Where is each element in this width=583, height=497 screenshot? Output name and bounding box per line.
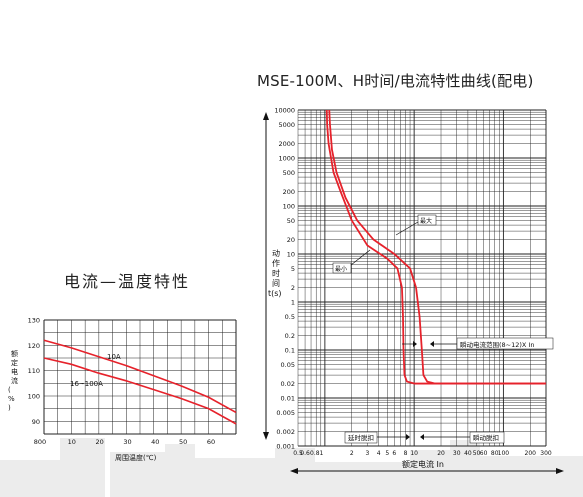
arrow-up	[263, 112, 269, 120]
annotation-instant-trip: 瞬动脱扣	[420, 431, 505, 444]
temperature-x-axis-label: 周围温度(℃)	[115, 453, 157, 462]
x-tick-label: 5	[385, 450, 389, 457]
annotation-instant-range-label: 瞬动电流范围(8~12)X In	[460, 340, 534, 349]
backdrop-block	[60, 438, 105, 497]
y-tick-label: 0.002	[276, 428, 295, 436]
x-tick-label: 200	[525, 450, 537, 457]
x-tick-label: 10	[410, 450, 418, 457]
arrow-left	[290, 468, 298, 474]
y-tick-label: 110	[28, 367, 40, 375]
y-tick-label: 0.05	[281, 361, 295, 369]
annotation-min-label: 最小	[335, 265, 347, 273]
x-tick-label: 50	[179, 438, 187, 446]
y-tick-label: 0.005	[276, 409, 295, 417]
x-tick-label: 60	[207, 438, 215, 446]
annotation-delay-trip: 延时脱扣	[344, 431, 410, 444]
annotation-max: 最大	[395, 214, 437, 236]
x-tick-label: 80	[491, 450, 499, 457]
y-tick-label: 500	[283, 169, 295, 177]
y-tick-label: 0.02	[281, 380, 295, 388]
arrow-right	[556, 468, 564, 474]
x-tick-label: 0.6	[300, 450, 310, 457]
arrow-down	[263, 432, 269, 440]
backdrop-block	[300, 462, 410, 497]
y-tick-label: 5000	[278, 121, 295, 129]
x-tick-label: 40	[151, 438, 159, 446]
y-tick-label: 5	[291, 265, 295, 273]
x-tick-label: 0.5	[293, 450, 303, 457]
x-tick-label: 10	[68, 438, 76, 446]
y-tick-label: 1000	[278, 155, 295, 163]
x-tick-label: 20	[96, 438, 104, 446]
backdrop-block	[190, 458, 280, 497]
trip-curve-series	[325, 109, 546, 385]
backdrop-block	[478, 456, 583, 497]
x-tick-label: 3	[366, 450, 370, 457]
trip-y-axis-label: 动作时间 t(s)	[268, 248, 282, 298]
temperature-tick-labels: 130 120 110 100 90 800 10 20 30 40 50 60	[28, 317, 216, 447]
backdrop-block	[410, 450, 455, 497]
x-tick-label: 8	[404, 450, 408, 457]
x-tick-label: 60	[480, 450, 488, 457]
temperature-chart-title: 电流—温度特性	[64, 272, 191, 291]
trip-series-line	[328, 109, 546, 385]
x-tick-label: 0.81	[310, 450, 324, 457]
annotation-instant-trip-label: 瞬动脱扣	[473, 433, 499, 442]
x-tick-label: 2	[350, 450, 354, 457]
x-tick-label: 30	[453, 450, 461, 457]
svg-text:额定电流(%): 额定电流(%)	[8, 349, 18, 412]
trip-curve-grid	[297, 109, 547, 447]
x-tick-label: 800	[34, 438, 46, 446]
y-tick-label: 50	[287, 217, 295, 225]
backdrop-block	[450, 440, 480, 497]
trip-x-axis-label: 额定电流 In	[402, 459, 444, 469]
x-tick-label: 100	[498, 450, 510, 457]
y-tick-label: 100	[283, 203, 295, 211]
y-tick-label: 10000	[274, 107, 295, 115]
y-tick-label: 0.1	[285, 347, 295, 355]
backdrop-block	[110, 452, 170, 497]
trip-curve-title: MSE-100M、H时间/电流特性曲线(配电)	[257, 72, 534, 90]
series-label-16-100A: 16~100A	[70, 380, 103, 388]
annotation-max-label: 最大	[420, 217, 432, 225]
temperature-y-axis-label: 额定电流(%)	[8, 349, 18, 412]
temperature-series-line	[43, 357, 237, 425]
temperature-series-line	[43, 339, 237, 414]
y-tick-label: 90	[32, 418, 40, 426]
y-tick-label: 0.01	[281, 395, 295, 403]
y-tick-label: 1	[291, 299, 295, 307]
x-tick-label: 300	[540, 450, 552, 457]
y-tick-label: 120	[28, 342, 40, 350]
x-tick-label: 20	[437, 450, 445, 457]
y-tick-label: 200	[283, 188, 295, 196]
annotation-min: 最小	[332, 249, 371, 274]
y-tick-label: 10	[287, 251, 295, 259]
x-tick-label: 4	[377, 450, 381, 457]
x-tick-label: 30	[123, 438, 131, 446]
y-tick-label: 2000	[278, 140, 295, 148]
annotation-delay-trip-label: 延时脱扣	[348, 433, 374, 442]
annotation-instant-range: 瞬动电流范围(8~12)X In	[402, 337, 554, 350]
y-tick-label: 0.2	[285, 332, 295, 340]
trip-series-line	[325, 109, 546, 385]
temperature-series	[43, 339, 237, 425]
y-tick-label: 2	[291, 284, 295, 292]
trip-curve-tick-labels: 100005000200010005002001005020105210.50.…	[274, 107, 552, 458]
y-tick-label: 0.001	[276, 443, 295, 451]
trip-curve-axis-arrows	[263, 112, 564, 474]
x-tick-label: 40	[464, 450, 472, 457]
series-label-10A: 10A	[107, 353, 121, 361]
y-tick-label: 130	[28, 317, 40, 325]
y-tick-label: 0.5	[285, 313, 295, 321]
x-tick-label: 6	[392, 450, 396, 457]
x-tick-label: 50	[473, 450, 481, 457]
y-tick-label: 20	[287, 236, 295, 244]
backdrop-block	[0, 460, 70, 497]
y-tick-label: 100	[28, 393, 40, 401]
